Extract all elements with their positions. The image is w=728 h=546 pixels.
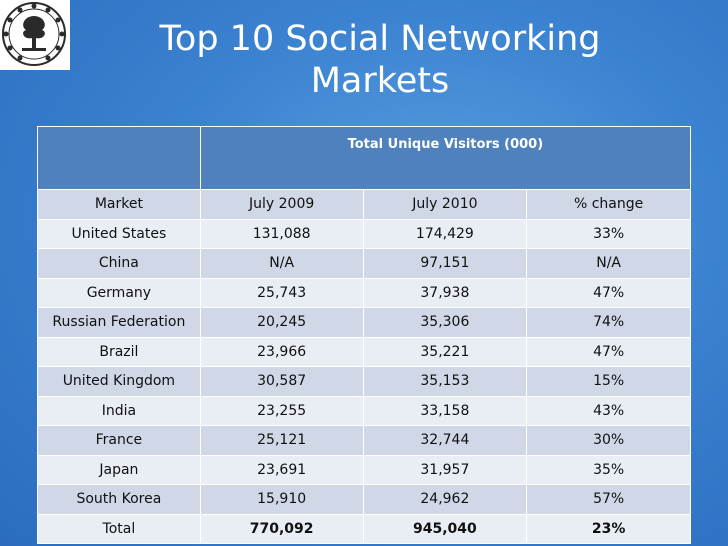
visitors-table-container: Total Unique Visitors (000) Market July … [37,126,692,544]
cell-market: Germany [37,277,201,308]
table-row: South Korea 15,910 24,962 57% [37,484,691,515]
cell-july-2010: 37,938 [362,277,528,308]
table-row: France 25,121 32,744 30% [37,425,691,456]
cell-july-2010: 24,962 [362,484,528,515]
cell-july-2010: 31,957 [362,454,528,485]
cell-july-2010: 35,306 [362,307,528,338]
cell-july-2009: 23,255 [199,395,364,426]
table-group-header-row: Total Unique Visitors (000) [37,126,692,190]
cell-july-2009: 131,088 [199,218,364,249]
cell-july-2010: 32,744 [362,425,528,456]
cell-total-july-2009: 770,092 [199,513,364,544]
institute-seal-logo [0,0,70,70]
cell-market: United Kingdom [37,366,201,397]
slide-title: Top 10 Social Networking Markets [110,18,650,102]
table-row: India 23,255 33,158 43% [37,395,691,426]
cell-market: India [37,395,201,426]
cell-percent-change: 33% [526,218,691,249]
cell-total-july-2010: 945,040 [362,513,528,544]
cell-july-2010: 35,221 [362,336,528,367]
cell-market: Brazil [37,336,201,367]
cell-percent-change: 15% [526,366,691,397]
table-row: Russian Federation 20,245 35,306 74% [37,307,691,338]
cell-july-2009: 23,966 [199,336,364,367]
cell-july-2010: 97,151 [362,248,528,279]
cell-percent-change: 30% [526,425,691,456]
cell-july-2009: N/A [199,248,364,279]
column-header-percent-change: % change [526,189,691,220]
cell-july-2010: 33,158 [362,395,528,426]
cell-market: South Korea [37,484,201,515]
cell-july-2009: 20,245 [199,307,364,338]
column-header-july-2009: July 2009 [199,189,364,220]
cell-percent-change: 35% [526,454,691,485]
table-total-row: Total 770,092 945,040 23% [37,513,691,544]
visitors-table: Total Unique Visitors (000) Market July … [37,126,692,544]
table-group-header: Total Unique Visitors (000) [199,126,692,190]
table-row: China N/A 97,151 N/A [37,248,691,279]
cell-total-label: Total [37,513,201,544]
cell-july-2010: 35,153 [362,366,528,397]
cell-july-2009: 30,587 [199,366,364,397]
cell-percent-change: 74% [526,307,691,338]
slide-title-line-1: Top 10 Social Networking [159,19,601,59]
cell-july-2009: 25,121 [199,425,364,456]
cell-july-2009: 23,691 [199,454,364,485]
column-header-july-2010: July 2010 [362,189,528,220]
cell-market: United States [37,218,201,249]
cell-total-percent-change: 23% [526,513,691,544]
cell-july-2010: 174,429 [362,218,528,249]
cell-july-2009: 25,743 [199,277,364,308]
cell-market: China [37,248,201,279]
table-row: United Kingdom 30,587 35,153 15% [37,366,691,397]
table-row: Germany 25,743 37,938 47% [37,277,691,308]
table-column-header-row: Market July 2009 July 2010 % change [37,189,691,220]
cell-market: Russian Federation [37,307,201,338]
slide-title-line-2: Markets [310,61,450,101]
cell-percent-change: 47% [526,336,691,367]
cell-percent-change: 43% [526,395,691,426]
cell-percent-change: 47% [526,277,691,308]
cell-market: Japan [37,454,201,485]
cell-july-2009: 15,910 [199,484,364,515]
table-row: Brazil 23,966 35,221 47% [37,336,691,367]
cell-percent-change: 57% [526,484,691,515]
cell-percent-change: N/A [526,248,691,279]
column-header-market: Market [37,189,201,220]
table-row: Japan 23,691 31,957 35% [37,454,691,485]
table-row: United States 131,088 174,429 33% [37,218,691,249]
table-header-empty-cell [37,126,201,190]
cell-market: France [37,425,201,456]
